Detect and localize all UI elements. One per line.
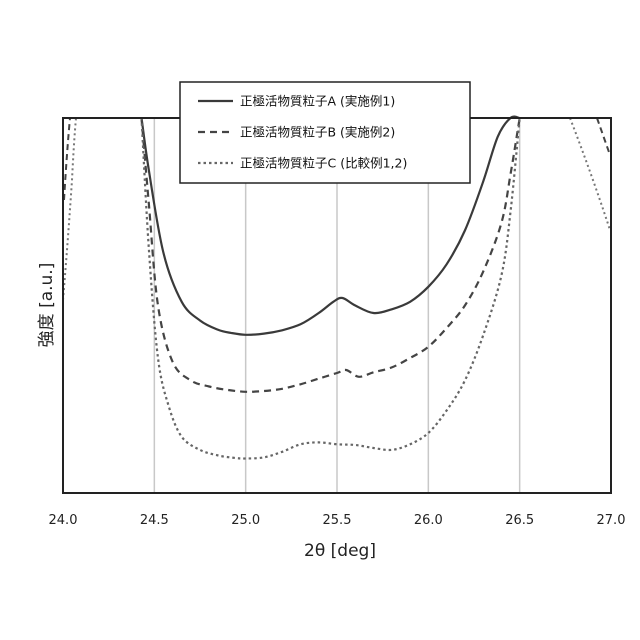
x-tick-label: 24.5	[140, 513, 169, 528]
legend: 正極活物質粒子A (実施例1) 正極活物質粒子B (実施例2) 正極活物質粒子C (…	[180, 82, 470, 183]
legend-label-3: 正極活物質粒子C (比較例1,2)	[240, 156, 407, 171]
x-tick-label: 24.0	[49, 513, 78, 528]
legend-label-2: 正極活物質粒子B (実施例2)	[240, 125, 395, 140]
x-tick-label: 26.5	[505, 513, 534, 528]
x-tick-label: 26.0	[414, 513, 443, 528]
legend-label-1: 正極活物質粒子A (実施例1)	[240, 94, 395, 109]
x-tick-label: 25.0	[231, 513, 260, 528]
x-axis-label: 2θ [deg]	[304, 541, 376, 561]
y-axis-label: 強度 [a.u.]	[37, 263, 57, 348]
x-tick-label: 27.0	[597, 513, 626, 528]
x-tick-label: 25.5	[323, 513, 352, 528]
